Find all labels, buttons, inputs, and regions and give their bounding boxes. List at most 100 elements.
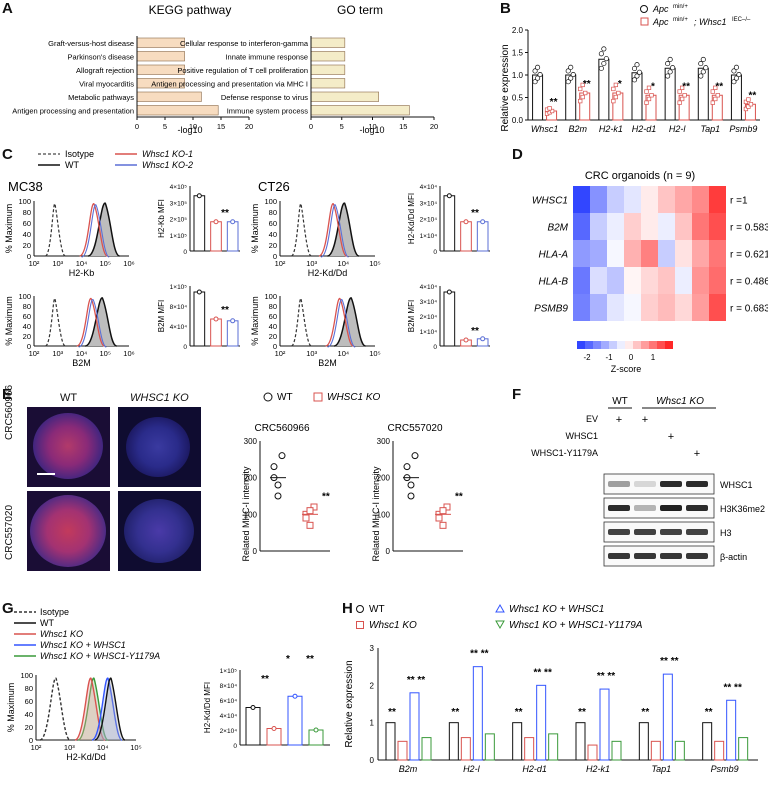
legend-text: Whsc1 KO + WHSC1-Y1179A [40,651,160,661]
dot [250,705,256,710]
scale-cell [593,341,601,349]
e-plot2-title: CRC557020 [387,423,442,434]
bar [136,91,202,102]
category-label: Antigen processing and presentation via … [151,79,308,88]
heatmap-cell [641,267,658,294]
significance: ** [261,674,269,685]
legend-apc2-sup: min/+ [673,17,688,23]
blot-band [608,553,630,559]
dot-ko [578,98,583,104]
e-ylabel-2: Related MHC-I intensity [371,466,381,562]
scale-cell [657,341,665,349]
bar [287,695,303,746]
bar [536,684,547,761]
legend-text: Isotype [40,607,69,617]
heatmap-cell [658,240,675,267]
heatmap-cell [709,267,726,294]
dot-wt [634,73,640,79]
tick-label: 1×10⁴ [420,329,438,336]
dot-ko [710,89,715,94]
bar-wt [664,67,676,121]
tick-label: 20 [23,332,31,341]
heatmap-cell [641,240,658,267]
bar [226,320,239,347]
blot-label: β-actin [720,552,747,562]
scale-tick: -2 [583,353,591,362]
row-label: B2M [547,223,568,234]
dot [196,193,202,199]
dot-wt [733,75,739,81]
dot-ko [679,96,685,102]
tick-label: 4×10⁵ [170,184,188,191]
scale-cell [577,341,585,349]
heatmap-cell [692,213,709,240]
dot-ko [713,85,718,90]
y-axis-label: % Maximum [6,683,16,733]
heatmap-cell [709,240,726,267]
dot-ko [746,104,751,109]
r-value: r = 0.683 [730,304,768,315]
ko2-curve [81,204,110,258]
tick-label: 2×10⁴ [420,314,438,321]
tick-label: 15 [217,122,225,131]
dot-ko [580,82,585,88]
significance: ** [455,492,463,503]
dot-wt [670,65,676,71]
blot-band [634,529,656,535]
bar [638,722,649,761]
blot-band [634,553,656,559]
heatmap-cell [675,294,692,321]
significance: ** ** [470,649,488,660]
dot-ko [439,521,447,529]
bar [310,51,346,62]
panel-label-a: A [2,0,13,17]
tick-label: 60 [269,219,277,228]
heatmap-cell [641,294,658,321]
dot-wt [565,68,571,74]
dot-wt [570,72,576,78]
heatmap-cell [607,240,624,267]
dot-ko [677,100,682,105]
bar [472,666,483,761]
micrograph-wt-1 [27,407,110,487]
dot-wt [603,56,609,62]
tick-label: 10⁵ [100,259,111,268]
blot-label: H3K36me2 [720,504,765,514]
tick-label: 6×10⁴ [220,698,238,705]
heatmap-cell [590,240,607,267]
gene-label: Tap1 [700,124,720,134]
category-label: Viral myocarditis [79,79,134,88]
scale-cell [641,341,649,349]
legend-marker [495,603,505,613]
dot-wt [537,72,543,78]
tick-label: 10⁴ [97,743,109,752]
dot-ko [583,90,588,96]
category-label: Metabolic pathways [68,93,134,102]
dot-wt [274,481,282,489]
category-label: Cellular response to interferon-gamma [180,39,309,48]
legend-apc2: Apc [652,17,669,27]
tick-label: 0 [370,756,375,765]
dot-wt [407,481,415,489]
e-col-wt: WT [60,392,78,404]
gene-label: B2m [399,764,418,774]
bar [674,740,685,761]
panel-label-d: D [512,146,523,163]
tick-label: 10⁶ [123,349,134,358]
tick-label: 10² [275,259,286,268]
bar [409,692,420,761]
tick-label: 10² [29,259,40,268]
x-axis-label: H2-Kd/Dd [308,268,348,278]
heatmap-cell [675,267,692,294]
panel-a-kegg-go-bars: KEGG pathway GO term Graft-versus-host d… [12,3,438,135]
blot-band [634,481,656,487]
dot-wt [532,79,538,85]
blot-band [660,505,682,511]
row-label: HLA-B [539,277,569,288]
blot-band [686,505,708,511]
panel-label-h: H [342,600,353,617]
bar [726,699,737,761]
dot-ko [611,98,616,104]
tick-label: 10³ [52,349,63,358]
heatmap-cell [573,186,590,213]
